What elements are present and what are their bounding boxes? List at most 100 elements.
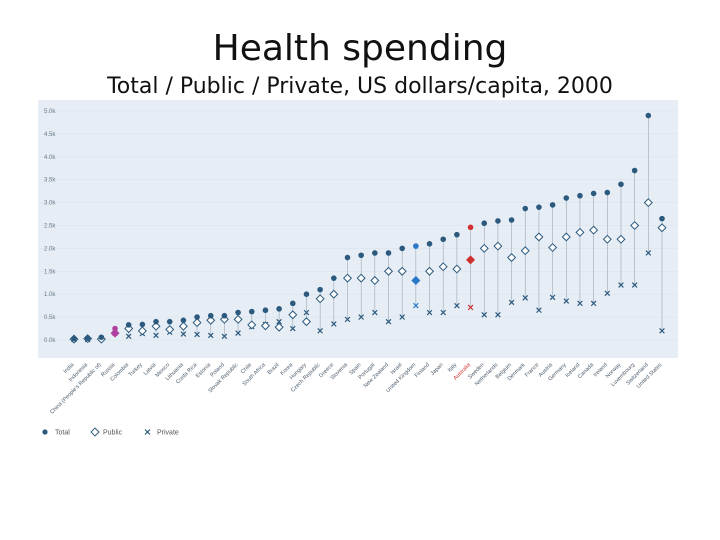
- total-point: [194, 314, 200, 320]
- y-tick-label: 5.0k: [44, 109, 56, 115]
- private-point: [631, 282, 638, 288]
- private-point: [590, 300, 597, 307]
- public-point: [233, 314, 243, 324]
- total-point: [536, 204, 542, 210]
- total-point: [344, 254, 351, 261]
- public-point: [534, 232, 544, 242]
- private-point: [317, 328, 323, 334]
- y-tick-label: 3.0k: [44, 201, 56, 207]
- x-tick-label: Finland: [414, 362, 431, 379]
- public-point: [520, 246, 530, 256]
- total-point: [166, 318, 173, 325]
- private-point: [659, 328, 665, 334]
- private-point: [276, 318, 282, 325]
- total-point: [112, 325, 118, 332]
- public-point: [342, 273, 353, 283]
- public-point: [151, 321, 161, 331]
- y-tick-label: 2.5k: [44, 224, 56, 230]
- private-point: [330, 321, 337, 327]
- y-tick-label: 1.5k: [44, 269, 56, 275]
- legend-total-marker: [42, 429, 48, 435]
- private-point: [577, 300, 583, 307]
- total-point: [180, 317, 187, 324]
- total-point: [98, 334, 105, 341]
- private-point: [372, 309, 378, 316]
- total-point: [358, 252, 364, 259]
- public-point: [589, 225, 599, 235]
- total-point: [481, 220, 488, 227]
- legend-private-label: Private: [157, 430, 179, 437]
- public-point: [315, 294, 325, 304]
- y-tick-label: 3.5k: [44, 178, 56, 184]
- total-point: [125, 322, 132, 328]
- public-point: [425, 266, 435, 276]
- private-point: [413, 302, 419, 309]
- private-point: [399, 314, 406, 320]
- legend-total-label: Total: [55, 430, 70, 437]
- public-point: [165, 324, 175, 334]
- public-point: [260, 321, 270, 331]
- total-point: [522, 205, 529, 212]
- total-point: [289, 300, 296, 307]
- private-point: [454, 302, 460, 309]
- total-point: [631, 167, 638, 174]
- total-point: [276, 306, 282, 312]
- private-point: [207, 332, 214, 339]
- total-point: [139, 321, 146, 328]
- private-point: [604, 290, 611, 297]
- x-tick-label: Japan: [430, 362, 445, 377]
- total-point: [262, 307, 269, 314]
- public-point: [643, 198, 653, 208]
- plot-background: [38, 100, 678, 358]
- public-point: [466, 255, 476, 265]
- x-tick-label: France: [524, 362, 540, 378]
- public-point: [548, 242, 558, 253]
- public-point: [438, 262, 448, 272]
- total-point: [413, 243, 419, 249]
- total-point: [317, 286, 323, 293]
- total-point: [604, 189, 611, 196]
- private-point: [358, 314, 364, 320]
- public-point: [479, 243, 489, 253]
- public-point: [247, 320, 257, 330]
- page-title: Health spending: [212, 28, 508, 69]
- total-point: [563, 195, 570, 201]
- private-point: [508, 299, 515, 306]
- public-point: [452, 264, 462, 274]
- private-point: [125, 333, 132, 340]
- total-point: [467, 224, 474, 231]
- legend-public-label: Public: [103, 430, 123, 437]
- legend-public-marker: [90, 427, 100, 437]
- public-point: [383, 266, 394, 276]
- total-point: [385, 250, 392, 256]
- total-point: [454, 231, 460, 238]
- public-point: [575, 227, 585, 237]
- private-point: [467, 304, 474, 311]
- total-point: [618, 181, 624, 188]
- public-point: [370, 275, 380, 285]
- public-point: [397, 266, 407, 276]
- total-point: [590, 190, 597, 197]
- private-point: [194, 331, 200, 338]
- public-point: [507, 253, 517, 263]
- private-point: [618, 282, 624, 288]
- private-point: [522, 295, 529, 301]
- y-tick-label: 0.0k: [44, 338, 56, 344]
- total-point: [426, 241, 433, 247]
- total-point: [303, 291, 310, 298]
- private-point: [180, 331, 187, 337]
- public-point: [301, 317, 311, 327]
- total-point: [399, 245, 405, 252]
- chart-legend: Total Public Private: [42, 427, 179, 437]
- x-tick-label: Brazil: [267, 362, 281, 376]
- private-point: [563, 298, 570, 304]
- public-point: [493, 241, 503, 251]
- public-point: [356, 273, 366, 283]
- private-point: [235, 330, 241, 336]
- private-point: [440, 309, 447, 316]
- x-tick-label: Turkey: [128, 362, 144, 378]
- public-point: [206, 315, 216, 325]
- public-point: [561, 232, 571, 242]
- total-point: [235, 309, 241, 316]
- private-point: [426, 309, 433, 316]
